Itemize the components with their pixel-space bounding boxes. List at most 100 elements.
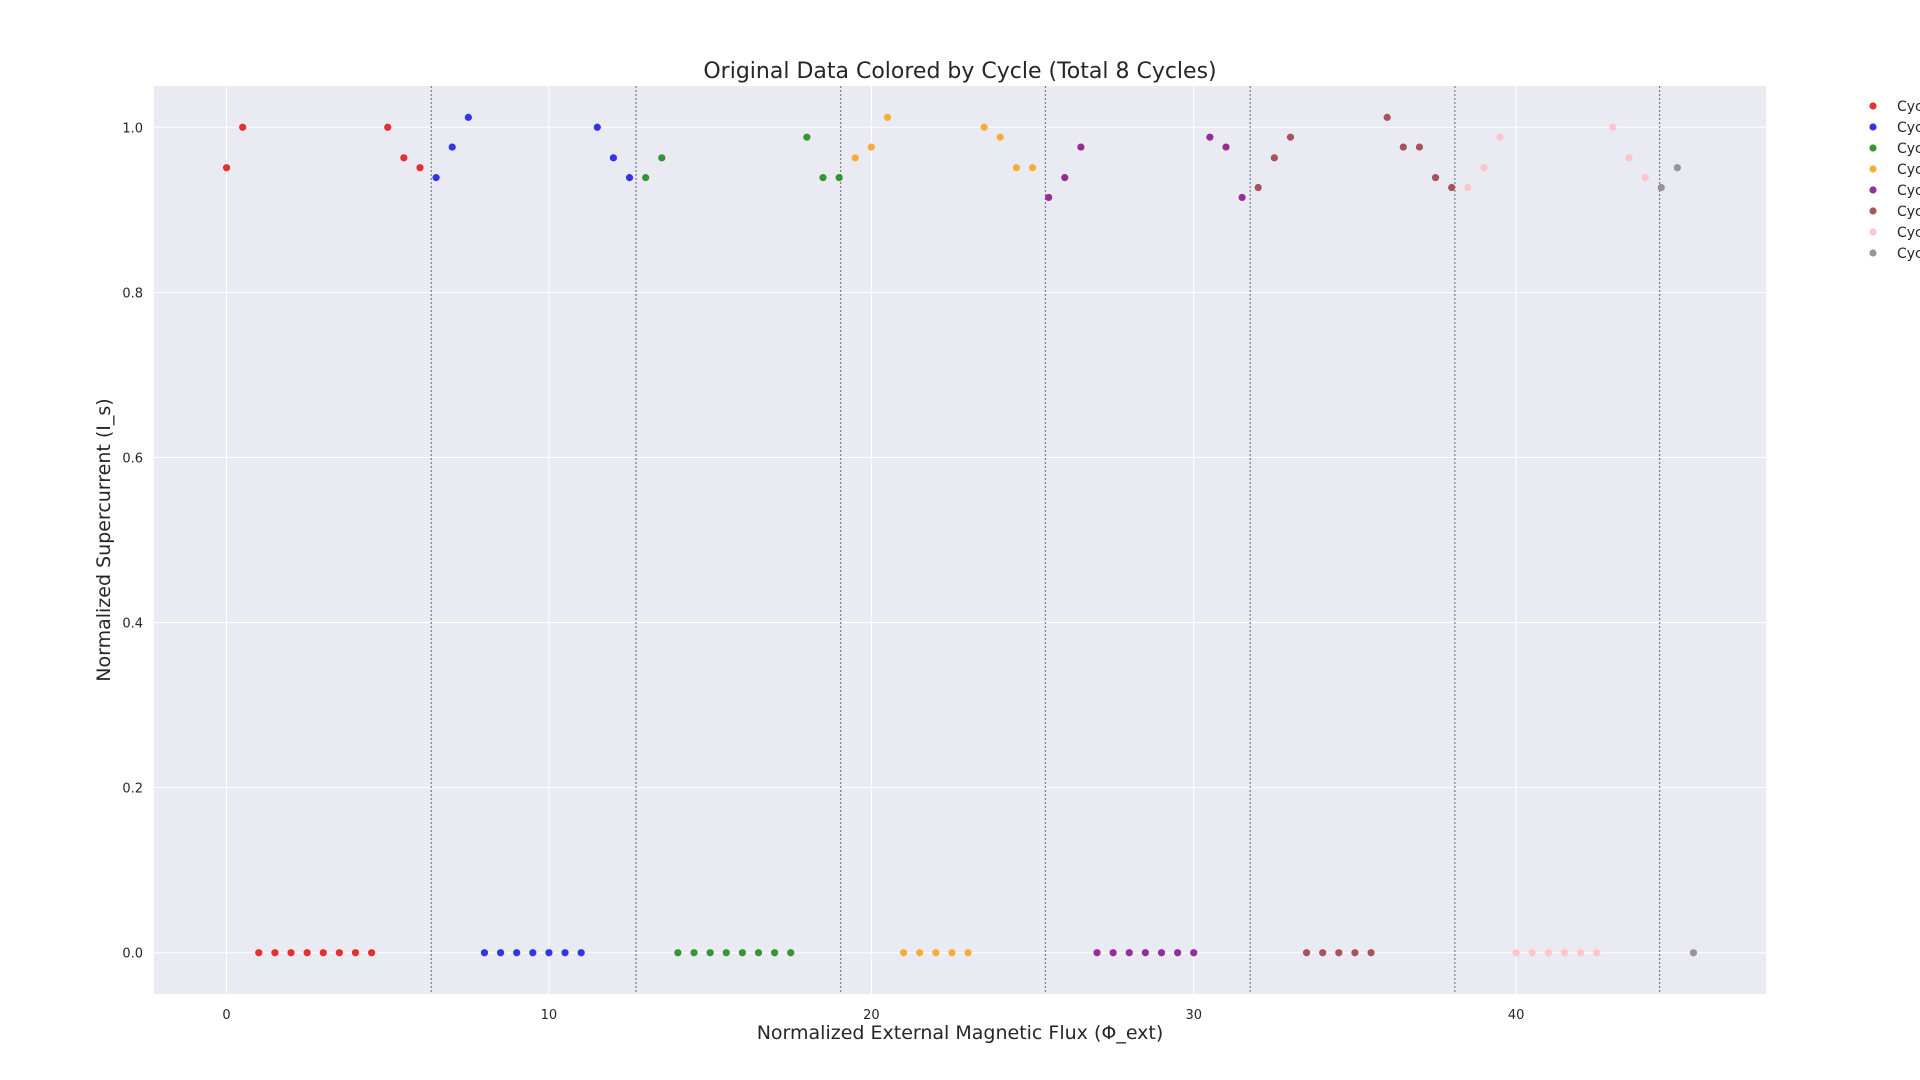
data-point-cycle-7 xyxy=(1528,949,1536,957)
data-point-cycle-6 xyxy=(1254,183,1262,192)
chart-title: Original Data Colored by Cycle (Total 8 … xyxy=(703,59,1216,84)
x-tick-label: 40 xyxy=(1508,1008,1525,1023)
data-point-cycle-5 xyxy=(1222,143,1230,151)
legend-marker xyxy=(1869,207,1877,215)
data-point-cycle-5 xyxy=(1190,949,1198,957)
data-point-cycle-5 xyxy=(1238,193,1246,202)
x-tick-labels: 0 10 20 30 40 xyxy=(222,1008,1524,1023)
data-point-cycle-3 xyxy=(754,949,763,957)
x-tick-label: 20 xyxy=(863,1008,880,1023)
data-point-cycle-6 xyxy=(1319,949,1327,957)
y-tick-label: 0.4 xyxy=(122,617,143,632)
legend-marker xyxy=(1869,186,1877,194)
data-point-cycle-1 xyxy=(287,949,295,957)
data-point-cycle-5 xyxy=(1174,949,1182,957)
data-point-cycle-8 xyxy=(1673,164,1681,172)
data-point-cycle-6 xyxy=(1351,949,1359,957)
data-point-cycle-2 xyxy=(480,949,489,957)
data-point-cycle-7 xyxy=(1544,949,1552,957)
data-point-cycle-3 xyxy=(674,949,682,957)
data-point-cycle-7 xyxy=(1464,183,1472,192)
y-tick-label: 0.8 xyxy=(122,286,143,301)
data-point-cycle-6 xyxy=(1302,949,1311,957)
plot-background xyxy=(154,86,1766,994)
y-tick-label: 1.0 xyxy=(122,121,143,136)
y-axis-label: Normalized Supercurrent (I_s) xyxy=(93,398,115,681)
data-point-cycle-7 xyxy=(1593,949,1601,957)
data-point-cycle-4 xyxy=(964,949,972,957)
x-tick-label: 10 xyxy=(541,1008,558,1023)
data-point-cycle-7 xyxy=(1512,949,1520,957)
x-axis-label: Normalized External Magnetic Flux (Φ_ext… xyxy=(757,1022,1164,1044)
legend: Cyc Cyc Cyc Cyc Cyc Cyc Cyc Cyc xyxy=(1869,99,1920,262)
data-point-cycle-7 xyxy=(1480,164,1488,172)
data-point-cycle-6 xyxy=(1286,133,1295,141)
data-point-cycle-1 xyxy=(384,123,392,131)
data-point-cycle-2 xyxy=(513,949,521,957)
data-point-cycle-3 xyxy=(787,949,795,957)
data-point-cycle-2 xyxy=(432,174,440,182)
data-point-cycle-5 xyxy=(1109,949,1117,957)
data-point-cycle-1 xyxy=(368,949,376,957)
data-points xyxy=(222,113,1698,957)
data-point-cycle-2 xyxy=(577,949,585,957)
data-point-cycle-2 xyxy=(496,949,505,957)
legend-label: Cyc xyxy=(1897,183,1920,199)
data-point-cycle-4 xyxy=(867,143,875,151)
data-point-cycle-7 xyxy=(1560,949,1569,957)
legend-label: Cyc xyxy=(1897,120,1920,136)
data-point-cycle-8 xyxy=(1657,183,1665,192)
legend-label: Cyc xyxy=(1897,99,1920,115)
data-point-cycle-4 xyxy=(1028,164,1037,172)
data-point-cycle-4 xyxy=(883,113,892,121)
data-point-cycle-7 xyxy=(1577,949,1585,957)
data-point-cycle-3 xyxy=(706,949,714,957)
y-tick-label: 0.6 xyxy=(122,451,143,466)
legend-label: Cyc xyxy=(1897,162,1920,178)
data-point-cycle-4 xyxy=(916,949,924,957)
data-point-cycle-4 xyxy=(948,949,956,957)
data-point-cycle-1 xyxy=(222,164,231,172)
data-point-cycle-2 xyxy=(593,123,601,131)
legend-label: Cyc xyxy=(1897,225,1920,241)
data-point-cycle-3 xyxy=(771,949,779,957)
data-point-cycle-1 xyxy=(319,949,327,957)
data-point-cycle-7 xyxy=(1609,123,1617,131)
data-point-cycle-2 xyxy=(545,949,553,957)
data-point-cycle-5 xyxy=(1093,949,1101,957)
legend-marker xyxy=(1869,228,1877,236)
data-point-cycle-4 xyxy=(980,123,988,131)
legend-marker xyxy=(1869,144,1877,152)
data-point-cycle-2 xyxy=(625,174,634,182)
x-tick-label: 30 xyxy=(1185,1008,1202,1023)
data-point-cycle-5 xyxy=(1206,133,1214,141)
data-point-cycle-2 xyxy=(529,949,537,957)
y-tick-labels: 0.0 0.2 0.4 0.6 0.8 1.0 xyxy=(122,121,143,961)
data-point-cycle-2 xyxy=(464,113,472,121)
data-point-cycle-1 xyxy=(303,949,311,957)
data-point-cycle-5 xyxy=(1157,949,1166,957)
data-point-cycle-6 xyxy=(1399,143,1407,151)
legend-marker xyxy=(1869,123,1877,131)
legend-label: Cyc xyxy=(1897,204,1920,220)
legend-label: Cyc xyxy=(1897,141,1920,157)
data-point-cycle-1 xyxy=(239,123,247,131)
data-point-cycle-7 xyxy=(1496,133,1504,141)
data-point-cycle-5 xyxy=(1061,174,1069,182)
y-tick-label: 0.0 xyxy=(122,947,143,962)
legend-marker xyxy=(1869,165,1877,173)
data-point-cycle-6 xyxy=(1431,174,1440,182)
data-point-cycle-1 xyxy=(400,154,408,162)
data-point-cycle-6 xyxy=(1335,949,1343,957)
data-point-cycle-1 xyxy=(255,949,263,957)
x-tick-label: 0 xyxy=(222,1008,230,1023)
data-point-cycle-3 xyxy=(658,154,666,162)
data-point-cycle-1 xyxy=(335,949,343,957)
data-point-cycle-3 xyxy=(803,133,811,141)
data-point-cycle-2 xyxy=(448,143,456,151)
grid xyxy=(154,86,1766,994)
data-point-cycle-6 xyxy=(1367,949,1375,957)
data-point-cycle-5 xyxy=(1141,949,1149,957)
data-point-cycle-2 xyxy=(609,154,618,162)
